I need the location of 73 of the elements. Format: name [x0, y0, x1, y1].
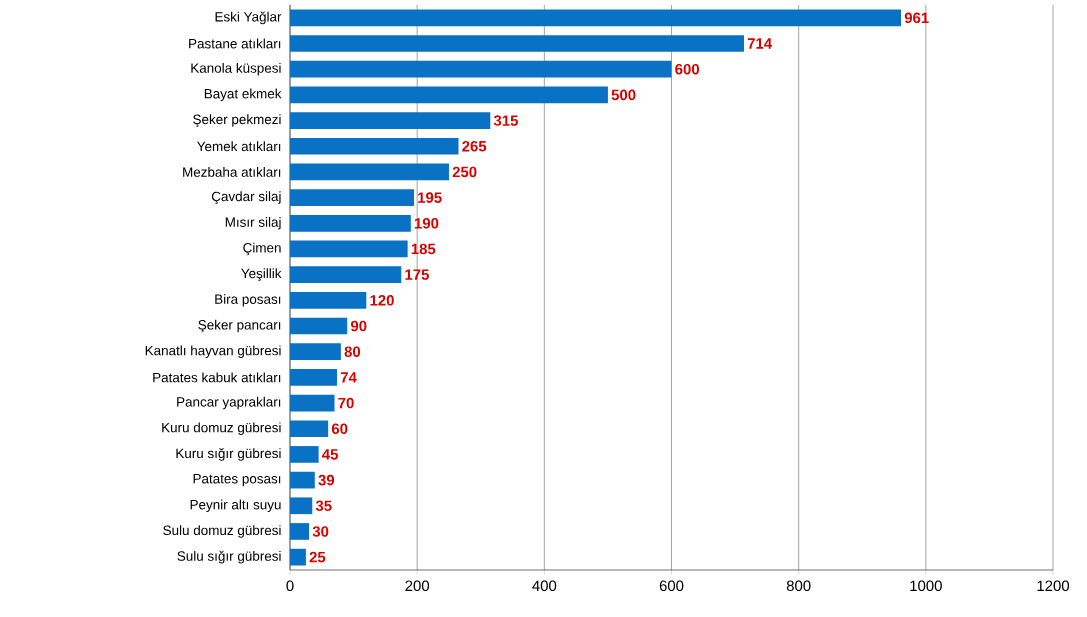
y-tick-label: Şeker pekmezi [193, 114, 281, 127]
data-label: 25 [309, 551, 326, 563]
y-tick-label: Eski Yağlar [215, 11, 282, 25]
bar [290, 86, 608, 104]
bar [290, 523, 310, 540]
data-label: 175 [405, 269, 429, 280]
bar [290, 420, 329, 438]
bar [290, 214, 411, 232]
bar [290, 394, 335, 412]
bar [290, 446, 319, 463]
y-tick-label: Patates kabuk atıkları [153, 372, 281, 383]
bar [290, 137, 459, 155]
bar [290, 9, 902, 27]
y-tick-label: Çimen [243, 242, 281, 256]
bar [290, 291, 367, 309]
x-tick-label: 200 [405, 580, 430, 592]
bar [290, 266, 402, 283]
data-label: 250 [452, 166, 477, 178]
data-label: 39 [318, 474, 335, 486]
y-tick-label: Pancar yaprakları [177, 396, 281, 410]
data-label: 265 [462, 140, 487, 152]
y-tick-label: Kuru sığır gübresi [176, 448, 281, 461]
x-tick-label: 1000 [910, 580, 942, 592]
y-tick-label: Yemek atıkları [197, 141, 281, 152]
x-tick-label: 800 [786, 580, 811, 592]
data-label: 500 [611, 89, 636, 101]
x-tick-label: 0 [286, 580, 294, 592]
data-label: 714 [747, 38, 773, 49]
data-label: 600 [675, 63, 700, 75]
x-tick-label: 600 [659, 580, 684, 592]
bar [290, 369, 338, 386]
data-label: 195 [418, 192, 442, 203]
y-tick-label: Patates posası [193, 474, 281, 487]
bar [290, 35, 744, 52]
bar [290, 471, 315, 489]
y-tick-label: Bira posası [215, 294, 281, 307]
bar [290, 60, 672, 78]
y-tick-label: Pastane atıkları [189, 38, 281, 49]
y-tick-label: Şeker pancarı [198, 319, 281, 333]
x-tick-label: 1200 [1037, 580, 1070, 592]
data-label: 185 [411, 243, 436, 255]
data-label: 190 [414, 217, 439, 229]
data-label: 74 [340, 372, 357, 383]
y-tick-label: Sulu sığır gübresi [177, 550, 281, 564]
y-tick-label: Mısır silaj [225, 217, 281, 230]
y-tick-label: Kanatlı hayvan gübresi [145, 345, 281, 358]
bar [290, 189, 414, 206]
y-tick-label: Kuru domuz gübresi [162, 422, 281, 436]
bar [290, 317, 348, 335]
data-label: 30 [312, 526, 329, 537]
y-tick-label: Peynir altı suyu [190, 499, 281, 513]
data-label: 315 [493, 115, 518, 126]
data-label: 45 [322, 449, 339, 460]
bar [290, 497, 313, 515]
x-tick-label: 400 [532, 580, 557, 592]
bar [290, 548, 306, 566]
y-tick-label: Bayat ekmek [204, 88, 282, 102]
bar [290, 112, 491, 129]
data-label: 60 [331, 423, 348, 435]
data-label: 70 [338, 397, 354, 409]
data-label: 90 [350, 320, 367, 332]
data-label: 35 [315, 500, 332, 512]
data-label: 961 [904, 12, 929, 24]
bar [290, 343, 341, 361]
y-tick-label: Sulu domuz gübresi [163, 525, 281, 538]
y-tick-label: Kanola küspesi [191, 62, 281, 76]
y-tick-label: Mezbaha atıkları [183, 166, 281, 177]
y-tick-label: Yeşillik [241, 268, 282, 281]
data-label: 120 [370, 295, 394, 306]
y-tick-label: Çavdar silaj [211, 191, 281, 204]
data-label: 80 [344, 346, 361, 357]
bar [290, 240, 408, 258]
bar [290, 163, 449, 181]
